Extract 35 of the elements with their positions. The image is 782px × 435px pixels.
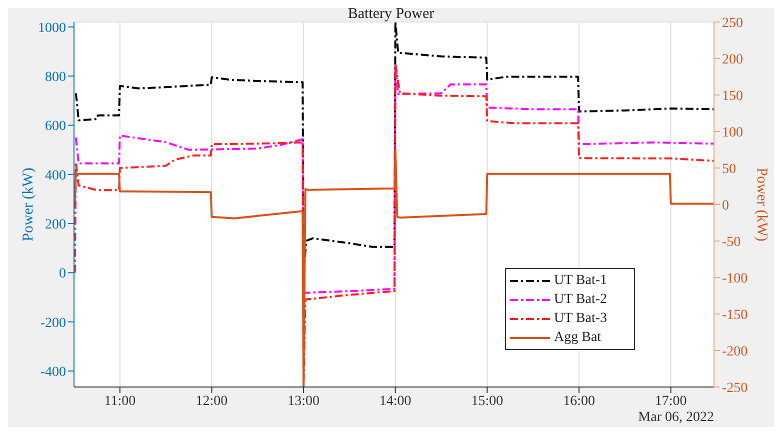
- y-tick-label: -400: [40, 364, 66, 380]
- y2-tick-label: -200: [722, 344, 748, 360]
- x-tick-label: 11:00: [104, 394, 136, 409]
- y-tick-label: 200: [45, 218, 66, 233]
- y2-tick-label: -150: [722, 308, 748, 323]
- y2-tick-label: 250: [722, 16, 743, 31]
- y-tick-label: 1000: [38, 20, 66, 36]
- y-tick-label: 600: [45, 119, 66, 134]
- line-series: [74, 148, 714, 387]
- y2-tick-label: 0: [722, 198, 729, 214]
- y-axis-title: Power (kW): [20, 168, 36, 242]
- y-tick-label: 800: [45, 70, 66, 86]
- legend-label: UT Bat-3: [554, 310, 608, 328]
- legend-label: UT Bat-1: [554, 272, 608, 290]
- y-tick-label: 400: [45, 168, 66, 184]
- y2-tick-label: -250: [722, 380, 748, 396]
- x-tick-label: 14:00: [379, 394, 412, 409]
- x-tick-label: 17:00: [654, 394, 687, 409]
- y2-tick-label: 200: [722, 52, 743, 68]
- legend-label: Agg Bat: [554, 329, 602, 347]
- x-tick-label: 13:00: [288, 394, 320, 409]
- x-tick-label: 12:00: [196, 394, 228, 409]
- y2-tick-label: 100: [722, 125, 743, 140]
- y2-tick-label: 150: [722, 88, 743, 104]
- y-tick-label: 0: [59, 266, 66, 282]
- text: Mar 06, 2022: [638, 410, 714, 426]
- y-tick-label: -200: [40, 316, 66, 331]
- x-tick-label: 15:00: [471, 394, 504, 409]
- chart-title: Battery Power: [348, 6, 434, 22]
- y2-tick-label: -50: [722, 234, 741, 250]
- legend-label: UT Bat-2: [554, 291, 608, 309]
- x-tick-label: 16:00: [563, 394, 595, 409]
- y2-tick-label: 50: [722, 162, 736, 177]
- y2-tick-label: -100: [722, 271, 748, 286]
- y2-axis-title: Power (kW): [754, 168, 770, 242]
